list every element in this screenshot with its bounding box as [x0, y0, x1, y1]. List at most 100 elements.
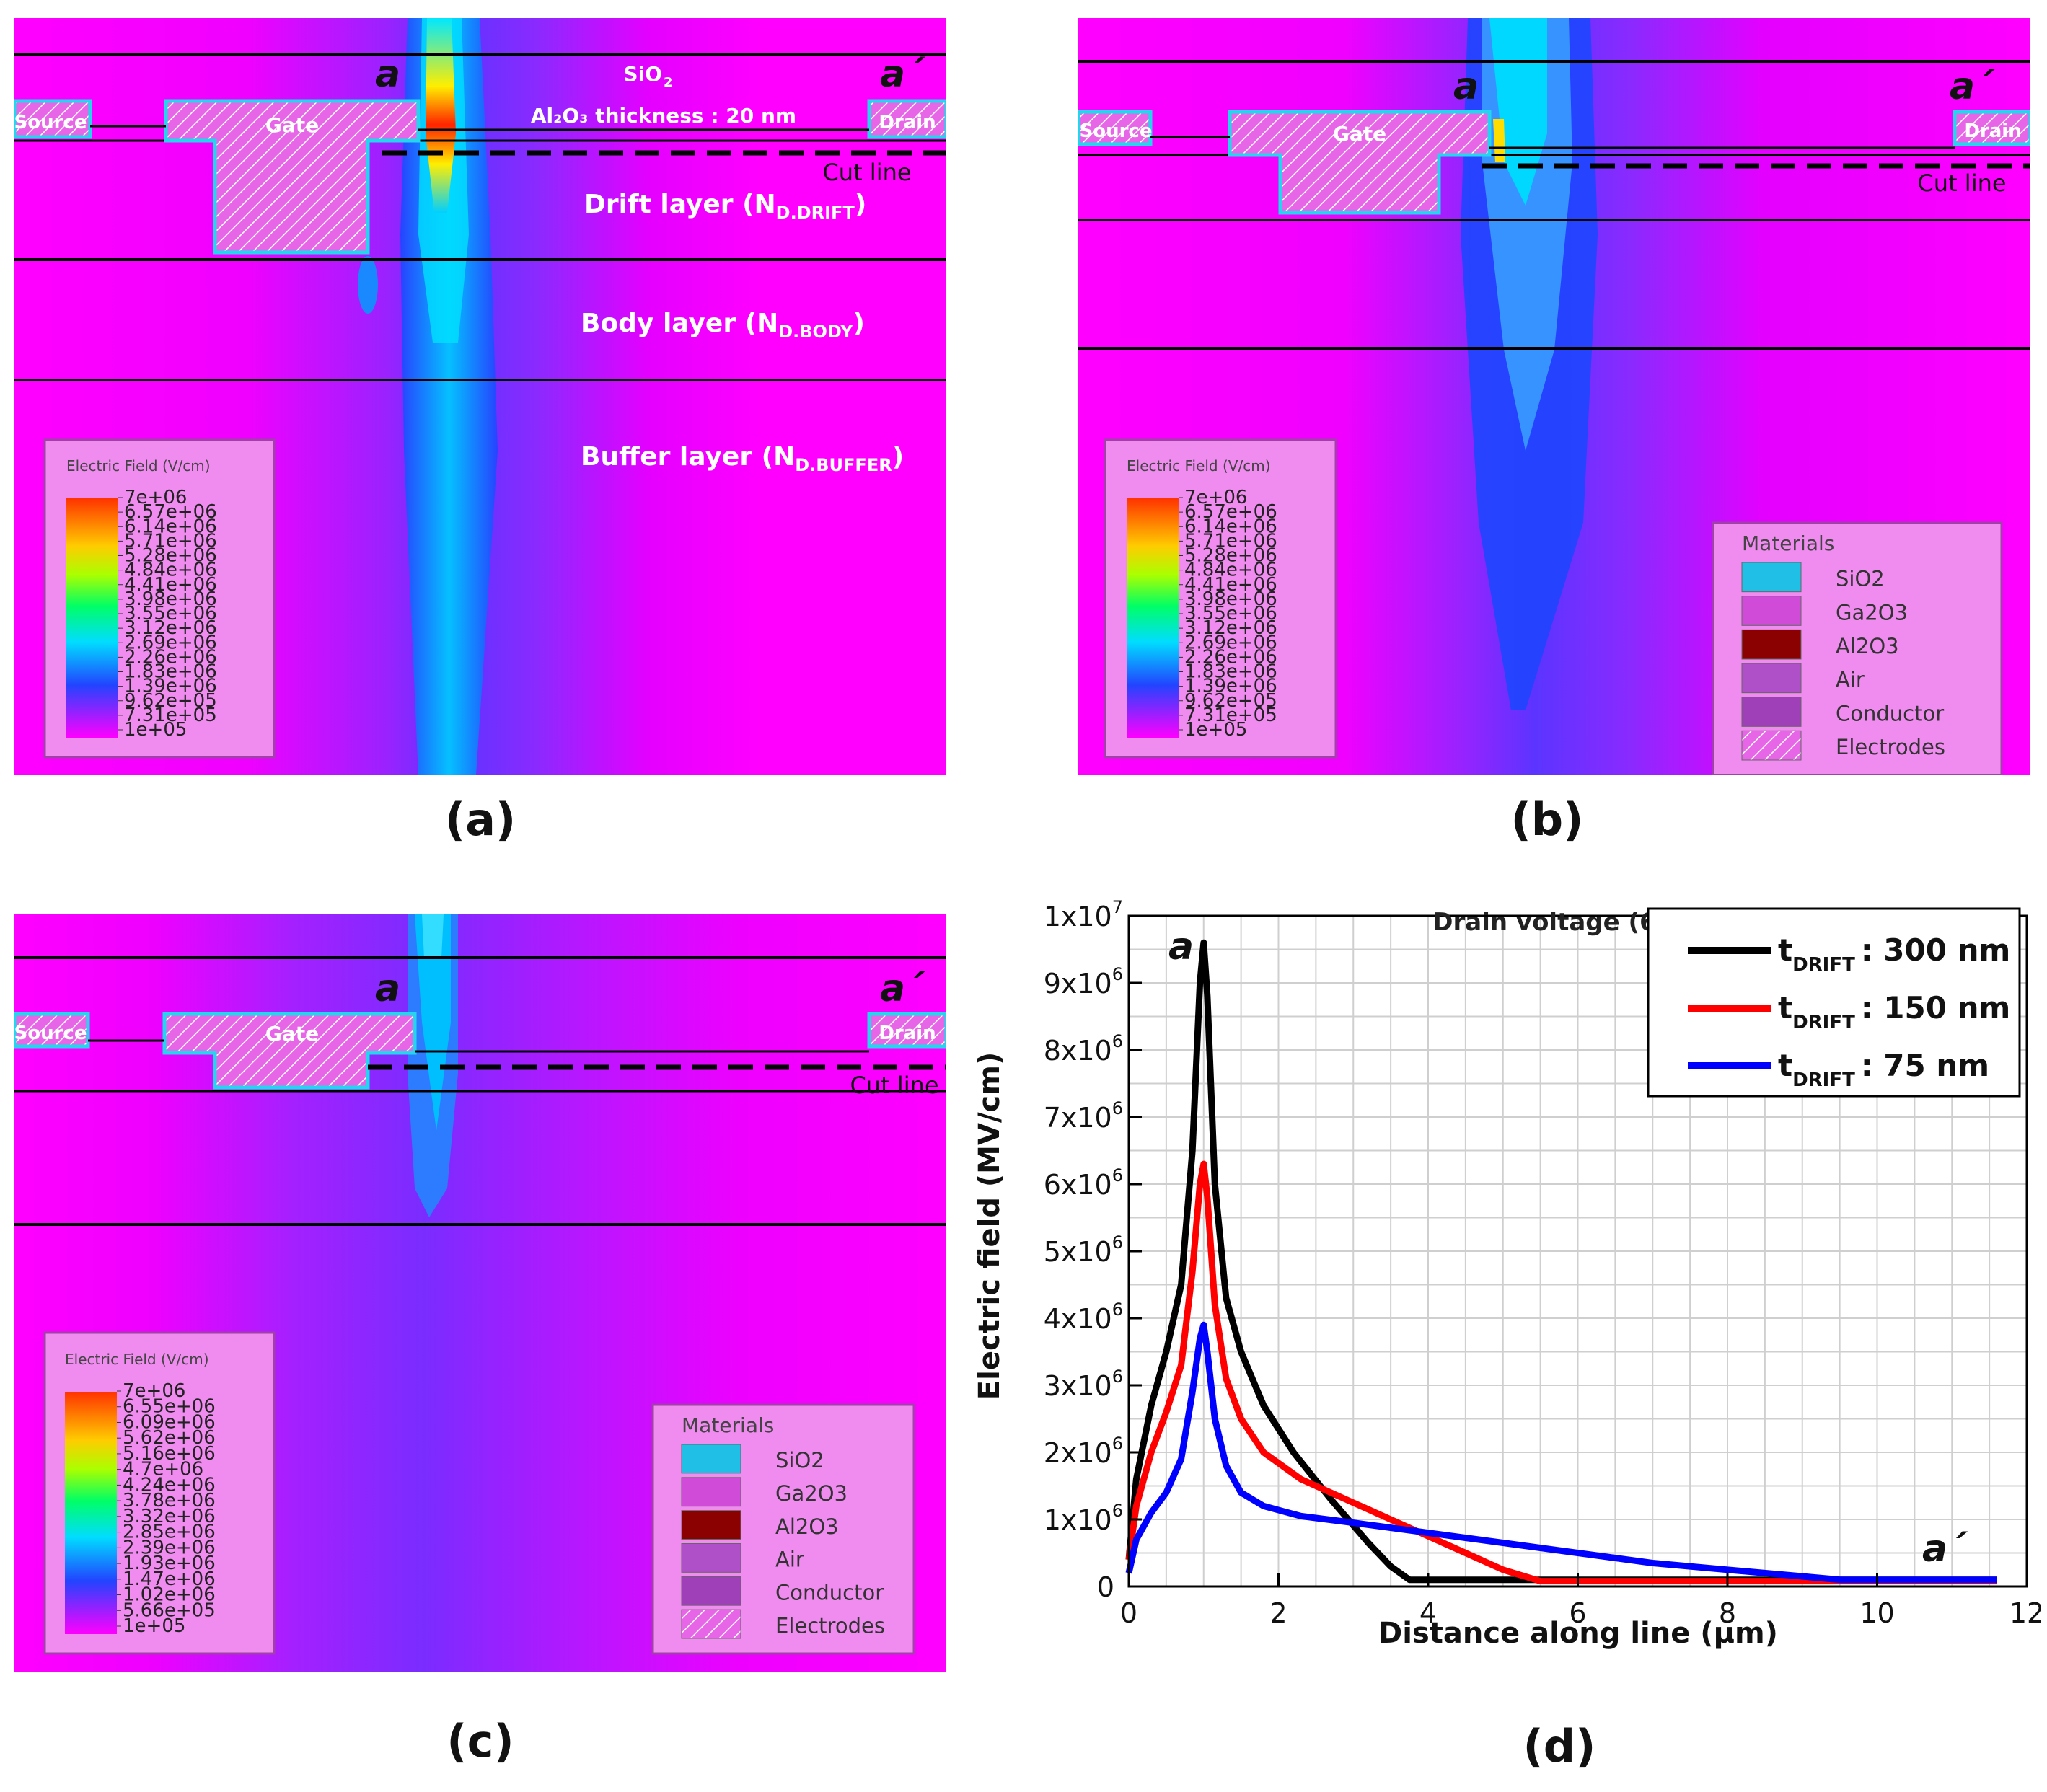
legend-entry: tDRIFT: 300 nm [1778, 932, 2010, 976]
drain-electrode [867, 1012, 946, 1049]
y-tick-label: 9x106 [1044, 964, 1123, 999]
panel-label-a: (a) [444, 793, 516, 846]
colorbar-legend: Electric Field (V/cm) 7e+066.57e+066.14e… [43, 438, 276, 759]
colorbar-tick-label: 7e+06 [124, 487, 187, 508]
colorbar-tick-label: 2.26e+06 [124, 646, 217, 668]
x-tick-label: 8 [1719, 1597, 1736, 1629]
source-electrode [14, 99, 92, 139]
y-tick-label: 3x106 [1044, 1367, 1123, 1402]
colorbar-tick-label: 2.26e+06 [1184, 646, 1277, 668]
colorbar-tick-label: 1.83e+06 [124, 661, 217, 683]
point-a-prime-label: a´ [1950, 65, 1996, 108]
y-axis-label: Electric field (MV/cm) [973, 1052, 1006, 1400]
colorbar-tick-label: 4.7e+06 [123, 1459, 203, 1480]
material-label: Al2O3 [775, 1514, 839, 1539]
colorbar-tick-label: 3.98e+06 [124, 588, 217, 610]
legend-entry: tDRIFT: 150 nm [1778, 990, 2010, 1033]
material-label: Air [1836, 668, 1865, 692]
drain-electrode [867, 99, 946, 139]
material-swatch [1741, 562, 1802, 593]
colorbar-tick-label: 1.39e+06 [124, 676, 217, 697]
colorbar-tick-label: 2.69e+06 [1184, 632, 1277, 653]
material-swatch [681, 1576, 741, 1606]
x-tick-label: 2 [1269, 1597, 1287, 1629]
al2o3-thickness-label: Al₂O₃ thickness : 20 nm [531, 104, 796, 128]
material-label: SiO2 [775, 1448, 824, 1473]
colorbar-tick-label: 2.39e+06 [123, 1537, 216, 1558]
field-map-a: Source Gate Drain SiO 2 Al₂O₃ thickness … [14, 18, 946, 775]
drain-label: Drain [879, 112, 936, 133]
y-tick-label: 1x107 [1044, 897, 1123, 932]
cut-line-label: Cut line [822, 159, 911, 186]
x-axis-label: Distance along line (μm) [1378, 1617, 1778, 1650]
colorbar-tick-label: 9.62e+05 [1184, 690, 1277, 712]
field-hotspot [422, 914, 444, 958]
colorbar-tick-label: 7e+06 [123, 1380, 185, 1402]
colorbar-tick-label: 6.09e+06 [123, 1411, 216, 1433]
drift-layer-label: Drift layer (ND.DRIFT) [584, 190, 866, 223]
drain-label: Drain [1964, 120, 2021, 142]
series-line-75-nm [1125, 1321, 1997, 1584]
source-electrode [14, 1012, 90, 1049]
buffer-layer-label: Buffer layer (ND.BUFFER) [581, 442, 904, 475]
colorbar-tick-label: 1.39e+06 [1184, 676, 1277, 697]
y-tick-label: 8x106 [1044, 1031, 1123, 1067]
field-core [415, 914, 451, 1131]
y-tick-label: 5x106 [1044, 1232, 1123, 1268]
colorbar-tick-label: 4.41e+06 [1184, 574, 1277, 596]
material-swatch [1741, 697, 1802, 727]
annotation-a: a [1168, 925, 1194, 968]
material-label: SiO2 [1836, 567, 1885, 591]
material-label: Conductor [775, 1580, 884, 1605]
y-tick-label: 1x106 [1044, 1501, 1123, 1536]
colorbar-tick-label: 5.28e+06 [124, 545, 217, 567]
material-swatch [681, 1477, 741, 1507]
colorbar-tick-label: 5.16e+06 [123, 1443, 216, 1465]
material-label: Ga2O3 [775, 1481, 848, 1506]
colorbar-tick-label: 3.32e+06 [123, 1506, 216, 1527]
colorbar-tick-label: 4.84e+06 [124, 560, 217, 581]
material-swatch [681, 1543, 741, 1573]
simulation-panel-b: Source Gate Drain Cut line a a´ Electric… [1078, 18, 2030, 846]
colorbar-tick-label: 1.93e+06 [123, 1553, 216, 1574]
colorbar-tick-label: 5.66e+05 [123, 1599, 216, 1621]
sio2-label: SiO [623, 62, 662, 86]
colorbar-swatch [66, 498, 118, 738]
colorbar-tick-label: 3.98e+06 [1184, 588, 1277, 610]
material-swatch [1741, 596, 1802, 626]
sio2-subscript: 2 [664, 75, 673, 90]
colorbar-tick-label: 1e+05 [124, 719, 187, 741]
gate-electrode [164, 99, 421, 255]
material-swatch [1741, 730, 1802, 761]
x-tick-label: 4 [1419, 1597, 1437, 1629]
colorbar-tick-label: 5.71e+06 [124, 530, 217, 552]
body-layer-label: Body layer (ND.BODY) [581, 309, 865, 342]
field-map-b: Source Gate Drain Cut line a a´ Electric… [1078, 18, 2030, 775]
colorbar-title: Electric Field (V/cm) [65, 1351, 209, 1368]
material-swatch [1741, 663, 1802, 694]
colorbar-tick-label: 3.12e+06 [1184, 617, 1277, 639]
field-pocket [358, 256, 378, 314]
colorbar-tick-label: 1e+05 [1184, 719, 1247, 741]
colorbar-tick-label: 1.47e+06 [123, 1568, 216, 1590]
colorbar-swatch [65, 1392, 117, 1634]
material-swatch [681, 1444, 741, 1474]
x-tick-label: 10 [1859, 1597, 1894, 1629]
material-swatch [681, 1510, 741, 1540]
x-tick-label: 6 [1569, 1597, 1586, 1629]
gate-electrode [1228, 110, 1492, 215]
material-label: Electrodes [1836, 735, 1945, 759]
colorbar-tick-label: 1e+05 [123, 1615, 185, 1637]
colorbar-tick-label: 6.55e+06 [123, 1396, 216, 1418]
chart-axes: 0 2 4 6 8 10 12 0 1x106 2x106 3x106 4x106 5x106 6x106… [1044, 897, 2041, 1629]
simulation-panel-a: Source Gate Drain SiO 2 Al₂O₃ thickness … [14, 18, 946, 846]
series-line-300-nm [1125, 939, 1997, 1584]
cut-line-label: Cut line [1917, 169, 2006, 197]
colorbar-tick-label: 7.31e+05 [1184, 705, 1277, 726]
panel-label-d: (d) [1523, 1720, 1596, 1773]
material-swatch [1741, 629, 1802, 660]
chart-legend: tDRIFT: 300 nm tDRIFT: 150 nm tDRIFT: 75 n… [1647, 907, 2021, 1098]
materials-title: Materials [1742, 531, 1834, 555]
annotation-a-prime: a´ [1922, 1527, 1968, 1571]
field-map-c: Source Gate Drain Cut line a a´ Electric… [14, 914, 946, 1672]
